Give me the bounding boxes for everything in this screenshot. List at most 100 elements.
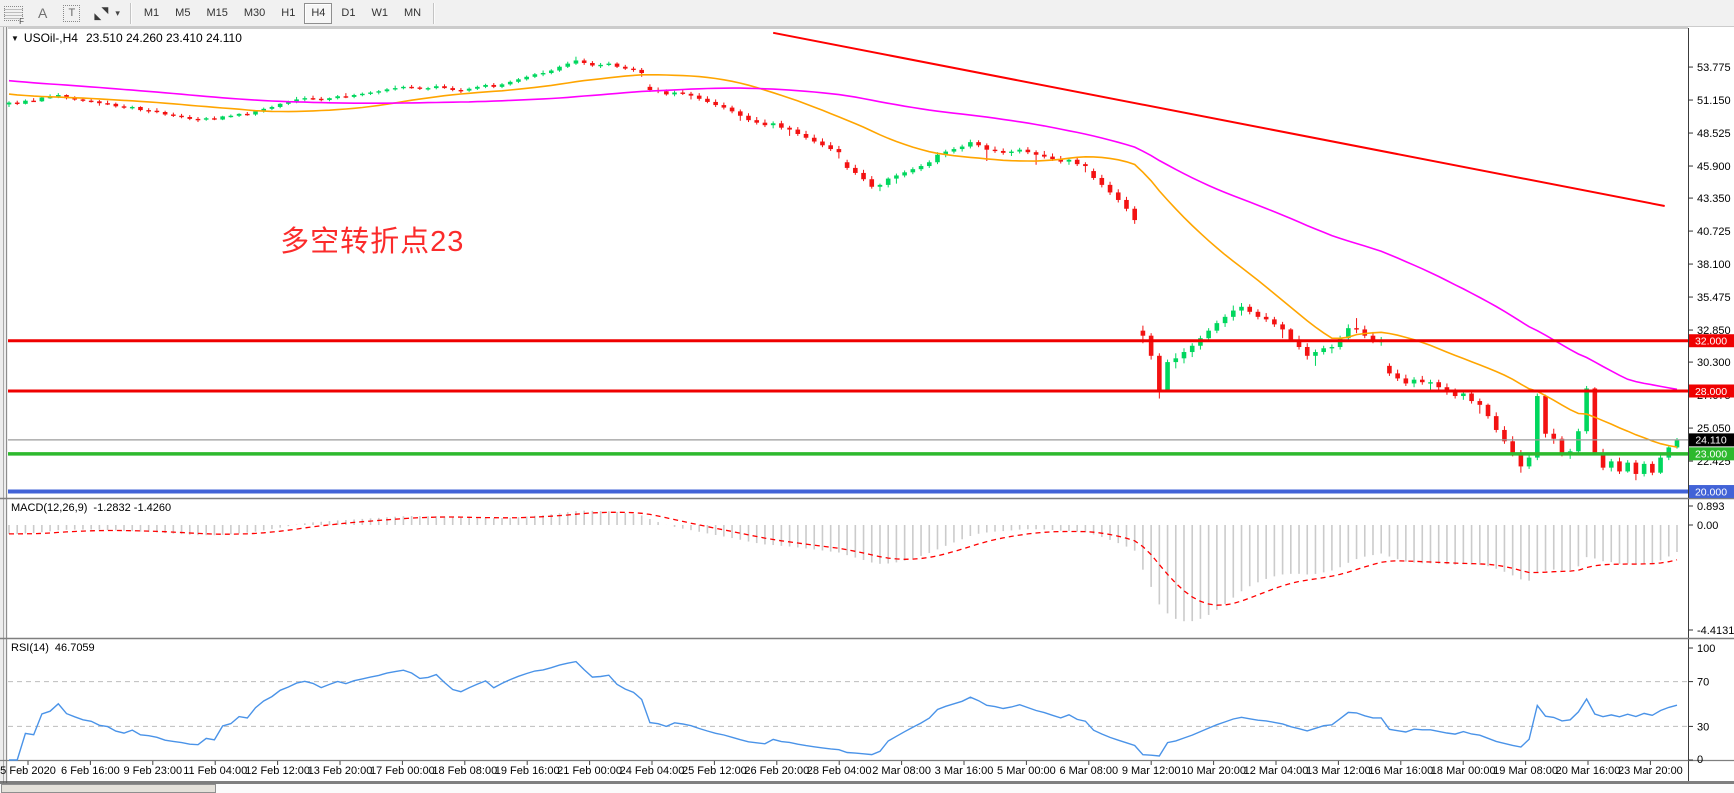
svg-text:40.725: 40.725	[1697, 226, 1731, 238]
svg-text:100: 100	[1697, 643, 1715, 655]
rsi-indicator-label: RSI(14) 46.7059	[11, 642, 95, 654]
macd-indicator-label: MACD(12,26,9) -1.2832 -1.4260	[11, 502, 171, 514]
svg-text:5 Feb 2020: 5 Feb 2020	[0, 765, 56, 777]
timeframe-button-d1[interactable]: D1	[341, 7, 356, 19]
toolbar-divider	[433, 2, 436, 24]
timeframe-button-m15[interactable]: M15	[206, 7, 228, 19]
text-label-tool-icon[interactable]: T	[63, 4, 81, 22]
svg-text:35.475: 35.475	[1697, 292, 1731, 304]
text-a-tool-icon[interactable]: A	[38, 5, 48, 21]
timeframe-button-h1[interactable]: H1	[281, 7, 296, 19]
svg-text:18 Mar 00:00: 18 Mar 00:00	[1431, 765, 1496, 777]
rsi-value: 46.7059	[54, 642, 95, 654]
horizontal-level-lines	[8, 339, 1688, 494]
svg-text:-4.4131: -4.4131	[1697, 625, 1734, 637]
chart-ohlc-values: 23.510 24.260 23.410 24.110	[85, 31, 242, 45]
svg-text:45.900: 45.900	[1697, 161, 1731, 173]
svg-text:70: 70	[1697, 677, 1709, 689]
svg-text:19 Mar 08:00: 19 Mar 08:00	[1493, 765, 1558, 777]
svg-text:48.525: 48.525	[1697, 128, 1731, 140]
macd-name: MACD(12,26,9)	[11, 502, 88, 514]
macd-values: -1.2832 -1.4260	[93, 502, 172, 514]
arrow-objects-tool-icon[interactable]: ◥ ◣	[94, 4, 110, 21]
svg-text:5 Mar 00:00: 5 Mar 00:00	[997, 765, 1056, 777]
toolbar: F A T ◥ ◣ ▾ M1 M5 M15 M30 H1 H4 D1 W1 MN	[0, 0, 1734, 27]
arrow-tool-dropdown-caret-icon[interactable]: ▾	[115, 7, 120, 18]
svg-text:0.893: 0.893	[1697, 501, 1725, 513]
svg-text:6 Mar 08:00: 6 Mar 08:00	[1059, 765, 1118, 777]
timeframe-button-m30[interactable]: M30	[243, 7, 266, 19]
svg-text:6 Feb 16:00: 6 Feb 16:00	[61, 765, 120, 777]
timeframe-button-w1[interactable]: W1	[371, 7, 388, 19]
svg-text:12 Feb 12:00: 12 Feb 12:00	[245, 765, 310, 777]
timeframe-button-row: M1 M5 M15 M30 H1 H4 D1 W1 MN	[136, 0, 429, 27]
svg-text:9 Mar 12:00: 9 Mar 12:00	[1122, 765, 1181, 777]
svg-text:16 Mar 16:00: 16 Mar 16:00	[1368, 765, 1433, 777]
candlesticks	[6, 56, 1680, 481]
svg-text:43.350: 43.350	[1697, 193, 1731, 205]
chart-title-bar: ▼ USOil-,H4 23.510 24.260 23.410 24.110	[11, 31, 242, 45]
fibonacci-grid-tool-label: F	[19, 16, 24, 26]
timeframe-button-h4[interactable]: H4	[304, 2, 333, 24]
svg-text:0: 0	[1697, 754, 1703, 766]
svg-text:11 Feb 04:00: 11 Feb 04:00	[183, 765, 247, 777]
svg-text:23.000: 23.000	[1695, 449, 1727, 461]
chart-annotation-text[interactable]: 多空转折点23	[280, 225, 465, 258]
svg-text:20.000: 20.000	[1695, 486, 1727, 498]
svg-text:30: 30	[1697, 721, 1709, 733]
svg-text:26 Feb 20:00: 26 Feb 20:00	[744, 765, 809, 777]
svg-text:13 Mar 12:00: 13 Mar 12:00	[1306, 765, 1371, 777]
fibonacci-grid-tool-icon[interactable]: F	[4, 5, 24, 26]
svg-text:13 Feb 20:00: 13 Feb 20:00	[308, 765, 373, 777]
svg-text:0.00: 0.00	[1697, 520, 1718, 532]
svg-text:32.000: 32.000	[1695, 336, 1727, 348]
svg-text:25 Feb 12:00: 25 Feb 12:00	[682, 765, 747, 777]
svg-text:9 Feb 23:00: 9 Feb 23:00	[123, 765, 182, 777]
date-axis: 5 Feb 2020 6 Feb 16:00 9 Feb 23:00 11 Feb 0…	[0, 761, 1683, 777]
toolbar-divider	[129, 2, 132, 24]
svg-text:18 Feb 08:00: 18 Feb 08:00	[432, 765, 497, 777]
ma-slow-line	[8, 79, 1678, 391]
svg-text:28.000: 28.000	[1695, 386, 1727, 398]
svg-text:38.100: 38.100	[1697, 259, 1731, 271]
svg-text:3 Mar 16:00: 3 Mar 16:00	[935, 765, 994, 777]
svg-text:24.110: 24.110	[1695, 435, 1726, 447]
trendline	[772, 31, 1665, 207]
rsi-axis: 100 70 30 0	[1688, 643, 1715, 766]
ma-fast-line	[8, 74, 1678, 448]
text-label-tool-glyph: T	[68, 7, 76, 19]
svg-text:51.150: 51.150	[1697, 95, 1731, 107]
rsi-line	[9, 660, 1678, 761]
horizontal-scrollbar[interactable]	[0, 783, 1734, 793]
price-axis: 53.775 51.150 48.525 45.900 43.350 40.725 38.1…	[1688, 62, 1734, 498]
rsi-levels	[8, 681, 1688, 727]
timeframe-button-m5[interactable]: M5	[175, 7, 191, 19]
rsi-name: RSI(14)	[11, 642, 49, 654]
svg-text:21 Feb 00:00: 21 Feb 00:00	[557, 765, 622, 777]
svg-text:19 Feb 16:00: 19 Feb 16:00	[495, 765, 560, 777]
chart-symbol-period: USOil-,H4	[23, 31, 78, 45]
svg-text:10 Mar 20:00: 10 Mar 20:00	[1181, 765, 1246, 777]
macd-signal-line	[9, 511, 1678, 606]
macd-axis: 0.893 0.00 -4.4131	[1688, 501, 1734, 637]
svg-text:32.850: 32.850	[1697, 325, 1731, 337]
svg-text:30.300: 30.300	[1697, 357, 1731, 369]
chart-canvas[interactable]: 53.775 51.150 48.525 45.900 43.350 40.725 38.1…	[0, 27, 1734, 793]
svg-text:53.775: 53.775	[1697, 62, 1731, 74]
svg-text:2 Mar 08:00: 2 Mar 08:00	[872, 765, 931, 777]
svg-text:28 Feb 04:00: 28 Feb 04:00	[807, 765, 872, 777]
svg-text:24 Feb 04:00: 24 Feb 04:00	[620, 765, 685, 777]
arrow-sw-glyph: ◣	[94, 10, 102, 21]
svg-text:12 Mar 04:00: 12 Mar 04:00	[1244, 765, 1309, 777]
timeframe-button-m1[interactable]: M1	[143, 7, 160, 19]
svg-text:20 Mar 16:00: 20 Mar 16:00	[1556, 765, 1621, 777]
svg-text:17 Feb 00:00: 17 Feb 00:00	[370, 765, 435, 777]
arrow-ne-glyph: ◥	[101, 4, 109, 15]
scrollbar-thumb[interactable]	[1, 784, 216, 793]
symbol-dropdown-icon[interactable]: ▼	[11, 33, 19, 43]
timeframe-button-mn[interactable]: MN	[403, 7, 422, 19]
svg-text:23 Mar 20:00: 23 Mar 20:00	[1618, 765, 1683, 777]
svg-text:25.050: 25.050	[1697, 423, 1731, 435]
macd-histogram	[8, 510, 1678, 622]
